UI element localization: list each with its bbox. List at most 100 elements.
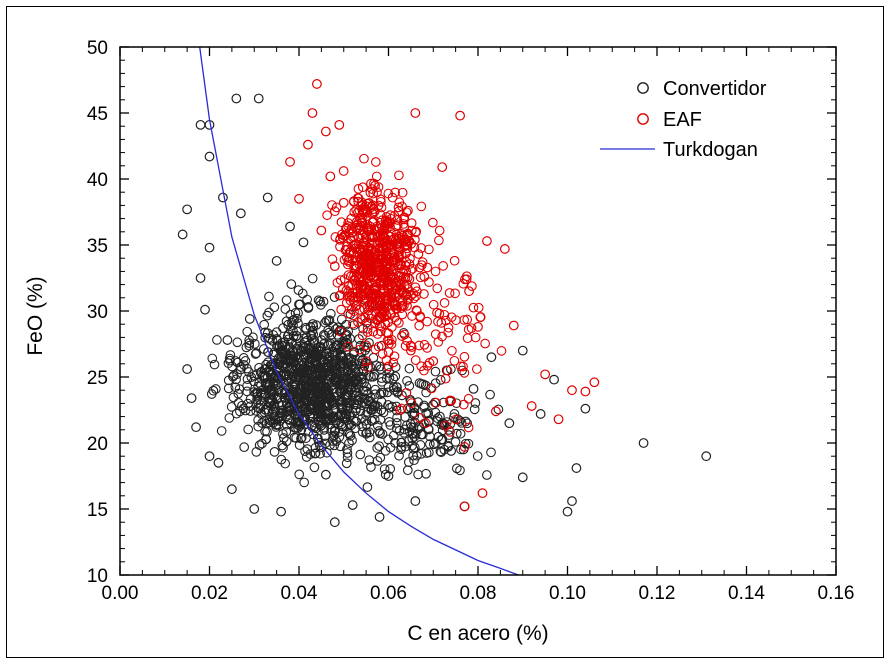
eaf-point: [391, 303, 401, 314]
eaf-point: [400, 341, 411, 351]
eaf-point: [414, 320, 425, 331]
convertidor-point: [311, 320, 322, 330]
eaf-point: [434, 225, 445, 236]
convertidor-point: [435, 411, 445, 422]
convertidor-point: [315, 341, 326, 352]
convertidor-point: [482, 470, 492, 480]
convertidor-point: [562, 506, 573, 517]
convertidor-point: [288, 356, 299, 366]
eaf-point: [345, 246, 355, 257]
eaf-point: [458, 399, 469, 410]
eaf-point: [362, 327, 373, 337]
eaf-point: [386, 213, 396, 224]
eaf-point: [335, 326, 346, 337]
convertidor-point: [271, 255, 282, 266]
eaf-point: [393, 202, 404, 213]
eaf-point: [362, 323, 373, 334]
eaf-point: [368, 291, 378, 301]
eaf-point: [344, 257, 354, 267]
eaf-point: [416, 361, 427, 372]
plot-area-border: [119, 46, 837, 576]
eaf-points: [285, 79, 600, 512]
eaf-point: [415, 311, 425, 322]
x-tick-label: 0.08: [460, 583, 497, 604]
convertidor-point: [320, 469, 331, 480]
convertidor-point: [287, 315, 298, 326]
eaf-point: [397, 300, 408, 311]
eaf-point: [427, 217, 438, 228]
convertidor-point: [413, 469, 423, 480]
convertidor-point: [449, 409, 460, 419]
convertidor-point: [300, 379, 311, 390]
convertidor-point: [282, 406, 293, 416]
convertidor-point: [336, 401, 347, 411]
eaf-point: [467, 281, 477, 291]
convertidor-point: [517, 345, 528, 356]
eaf-point: [416, 243, 427, 253]
eaf-point: [352, 216, 362, 227]
eaf-point: [462, 314, 473, 325]
convertidor-point: [549, 374, 559, 385]
y-tick-label: 20: [87, 434, 108, 455]
eaf-point: [349, 207, 360, 217]
eaf-point: [370, 285, 381, 296]
convertidor-point: [325, 308, 336, 319]
convertidor-point: [308, 385, 318, 396]
convertidor-point: [410, 428, 421, 439]
eaf-point: [337, 284, 348, 294]
eaf-point: [394, 197, 405, 208]
convertidor-point: [472, 451, 483, 461]
convertidor-point: [251, 348, 262, 358]
legend-item-convertidor: Convertidor: [637, 78, 767, 100]
eaf-point: [424, 277, 434, 287]
eaf-point: [470, 332, 481, 343]
convertidor-point: [324, 374, 334, 385]
eaf-point: [367, 184, 377, 194]
convertidor-point: [191, 422, 201, 433]
convertidor-point: [462, 418, 473, 429]
convertidor-point: [204, 242, 215, 253]
convertidor-point: [339, 413, 350, 424]
convertidor-point: [277, 440, 288, 451]
convertidor-point: [351, 385, 362, 396]
convertidor-point: [212, 335, 222, 345]
convertidor-point: [410, 496, 421, 506]
convertidor-point: [244, 338, 255, 349]
convertidor-point: [207, 353, 218, 364]
convertidor-point: [294, 389, 305, 399]
convertidor-point: [366, 371, 376, 382]
eaf-point: [473, 321, 483, 332]
convertidor-point: [327, 436, 338, 446]
eaf-point: [357, 248, 368, 258]
eaf-point: [375, 313, 386, 324]
eaf-point: [376, 300, 387, 310]
convertidor-point: [231, 93, 242, 104]
convertidor-point: [310, 383, 321, 393]
eaf-point: [375, 326, 386, 337]
convertidor-point: [354, 334, 364, 344]
eaf-point: [471, 364, 482, 374]
eaf-point: [395, 271, 406, 282]
convertidor-point: [345, 384, 356, 395]
convertidor-point: [313, 295, 324, 306]
eaf-point: [348, 292, 359, 303]
convertidor-point: [347, 435, 357, 446]
eaf-point: [437, 162, 448, 173]
eaf-point: [580, 386, 591, 397]
eaf-point: [381, 240, 392, 251]
convertidor-point: [242, 326, 253, 337]
eaf-point: [331, 202, 342, 213]
convertidor-point: [302, 294, 312, 305]
convertidor-point: [438, 397, 449, 408]
eaf-point: [553, 414, 564, 425]
convertidor-point: [278, 429, 288, 439]
eaf-point: [382, 250, 393, 261]
eaf-point: [402, 240, 413, 250]
convertidor-point: [276, 506, 287, 517]
convertidor-point: [468, 383, 479, 394]
convertidor-point: [384, 416, 395, 427]
eaf-point: [394, 289, 404, 299]
convertidor-point: [455, 465, 465, 476]
convertidor-point: [265, 397, 276, 408]
